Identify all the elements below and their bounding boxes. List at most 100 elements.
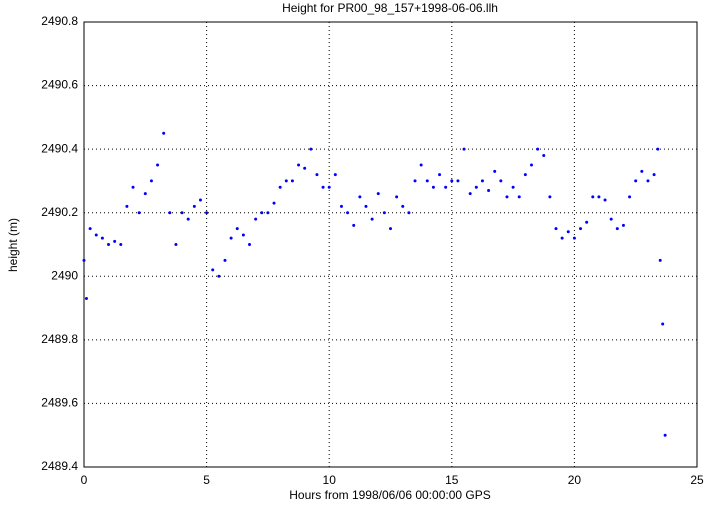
point [652,173,656,177]
y-tick-label: 2489.8 [41,332,78,346]
point [656,147,660,151]
point [585,220,589,224]
point [450,179,454,183]
point [162,131,166,135]
point [413,179,417,183]
point [205,211,209,215]
point [94,233,98,237]
point [487,188,491,192]
point [658,258,662,262]
point [174,243,178,246]
point [125,204,129,208]
point [143,192,147,196]
y-axis-label: height (m) [6,218,20,272]
point [260,211,264,215]
x-tick-label: 20 [568,473,582,487]
point [303,166,307,170]
point [548,195,552,199]
point [579,227,583,231]
point [333,173,337,177]
chart-title: Height for PR00_98_157+1998-06-06.llh [282,1,498,15]
x-tick-label: 10 [323,473,337,487]
point [407,211,411,215]
x-axis-label: Hours from 1998/06/06 00:00:00 GPS [289,488,490,502]
x-tick-label: 25 [690,473,704,487]
point [84,297,88,301]
point [661,322,665,326]
point [352,223,356,227]
point [309,147,313,151]
point [621,223,625,227]
point [180,211,184,215]
point [499,179,503,183]
point [119,243,123,246]
point [107,243,111,246]
point [131,185,135,189]
point [523,173,527,177]
point [395,195,399,199]
point [198,198,202,202]
point [370,217,374,221]
point [168,211,172,215]
point [603,198,607,202]
point [456,179,460,183]
point [192,204,196,208]
x-tick-label: 15 [445,473,459,487]
point [401,204,405,208]
point [419,163,423,167]
point [266,211,270,215]
y-tick-label: 2490.8 [41,14,78,28]
point [560,236,564,240]
point [88,227,92,231]
point [113,239,117,243]
point [628,195,632,199]
point [566,230,570,234]
point [315,173,319,177]
point [517,195,521,199]
y-tick-label: 2490 [51,268,78,282]
point [278,185,282,189]
point [254,217,258,221]
point [156,163,160,167]
point [327,185,331,189]
point [609,217,613,221]
point [444,185,448,189]
point [358,195,362,199]
point [425,179,429,183]
point [462,147,466,151]
y-tick-label: 2489.6 [41,396,78,410]
point [223,258,227,262]
point [82,258,86,262]
point [346,211,350,215]
point [284,179,288,183]
point [474,185,478,189]
point [339,204,343,208]
point [480,179,484,183]
point [100,236,104,240]
x-tick-label: 0 [81,473,88,487]
point [468,192,472,196]
point [211,268,215,272]
point [591,195,595,199]
point [248,243,252,246]
point [554,227,558,231]
point [217,274,221,278]
point [297,163,301,167]
point [149,179,153,183]
point [597,195,601,199]
point [529,163,533,167]
point [364,204,368,208]
y-tick-label: 2490.6 [41,78,78,92]
point [640,169,644,173]
point [382,211,386,215]
plot-frame [83,21,698,468]
point [235,227,239,231]
point [536,147,540,151]
point [321,185,325,189]
point [376,192,380,196]
point [290,179,294,183]
point [493,169,497,173]
point [615,227,619,231]
point [137,211,141,215]
y-tick-label: 2490.4 [41,141,78,155]
